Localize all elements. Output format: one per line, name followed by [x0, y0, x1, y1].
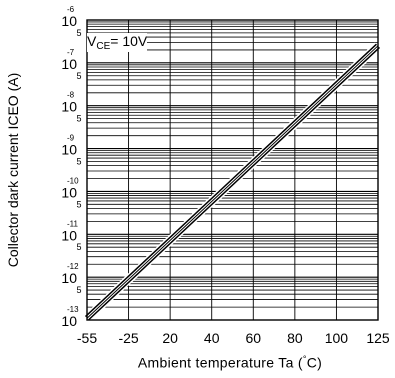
series-line-core: [86, 45, 379, 319]
y-tick-label-base: 10: [61, 99, 77, 115]
x-axis-label-prefix: Ambient temperature Ta (: [137, 354, 303, 371]
y-tick-label-exponent: -9: [67, 134, 75, 143]
y-tick-label-five: 5: [76, 199, 81, 209]
y-tick-label-five: 5: [76, 242, 81, 252]
plot-frame: [86, 19, 379, 321]
y-tick-labels: 10-1310-1210-1110-1010-910-810-710-65555…: [61, 5, 81, 329]
y-tick-label-base: 10: [61, 13, 77, 29]
y-axis-label: Collector dark current ICEO (A): [5, 72, 21, 268]
y-tick-label-exponent: -13: [67, 305, 79, 314]
y-tick-label-five: 5: [76, 156, 81, 166]
y-tick-label-five: 5: [76, 114, 81, 124]
y-tick-label-base: 10: [61, 313, 77, 329]
y-tick-label-base: 10: [61, 142, 77, 158]
x-tick-label: -55: [77, 330, 97, 346]
condition-v: V: [87, 33, 97, 49]
y-axis-label-wrap: Collector dark current ICEO (A): [2, 20, 24, 320]
y-tick-label-exponent: -11: [67, 219, 79, 228]
y-tick-label-base: 10: [61, 270, 77, 286]
condition-label: VCE= 10V: [87, 33, 148, 52]
x-tick-labels: -55 -25 20 40 60 80 100 125: [77, 330, 390, 346]
y-tick-label-five: 5: [76, 71, 81, 81]
x-tick-label: 40: [204, 330, 220, 346]
x-axis-label-suffix: C): [306, 354, 323, 371]
x-tick-label: 20: [162, 330, 178, 346]
x-tick-label: 100: [325, 330, 349, 346]
y-tick-label-exponent: -10: [67, 176, 79, 185]
x-axis-label-degree: °: [302, 354, 307, 364]
x-tick-label: 80: [287, 330, 303, 346]
y-tick-label-five: 5: [76, 28, 81, 38]
condition-value: = 10V: [110, 33, 148, 49]
y-tick-label-base: 10: [61, 184, 77, 200]
y-tick-label-exponent: -8: [67, 91, 75, 100]
x-tick-label: 125: [366, 330, 390, 346]
y-tick-label-base: 10: [61, 56, 77, 72]
y-tick-label-base: 10: [61, 227, 77, 243]
y-tick-label-exponent: -12: [67, 262, 79, 271]
x-axis-label: Ambient temperature Ta (°C): [80, 354, 380, 371]
condition-subscript: CE: [96, 41, 111, 52]
y-tick-label-exponent: -7: [67, 48, 75, 57]
y-tick-label-five: 5: [76, 285, 81, 295]
x-tick-label: -25: [118, 330, 138, 346]
series-layer: [83, 42, 382, 322]
y-tick-label-exponent: -6: [67, 5, 75, 14]
x-tick-label: 60: [245, 330, 261, 346]
